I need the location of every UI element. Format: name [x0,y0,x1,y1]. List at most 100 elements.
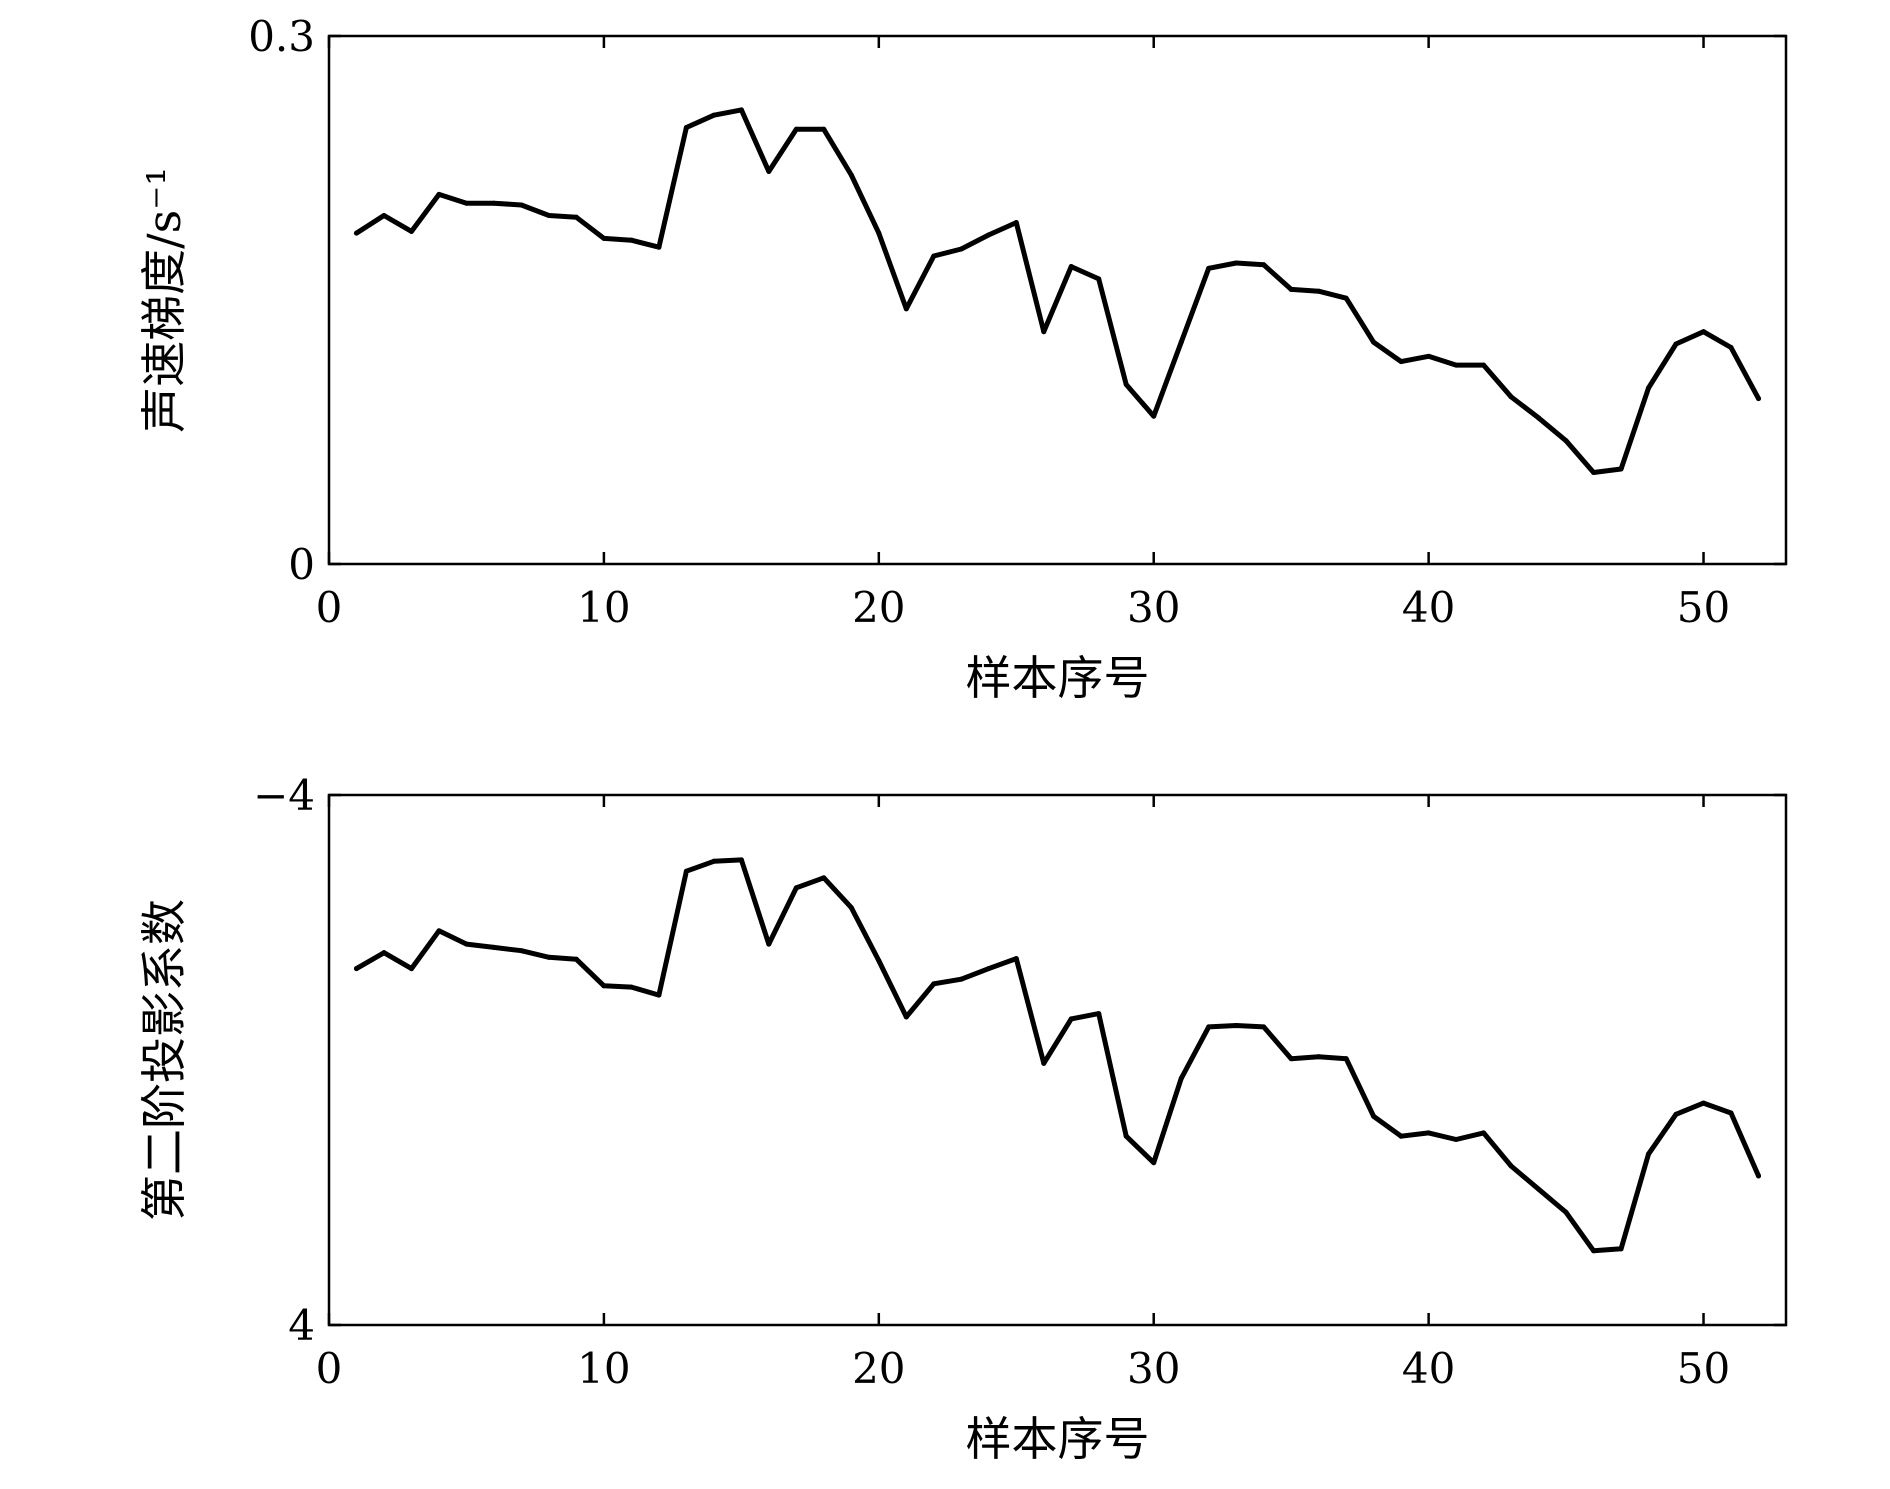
chart-1-data-point [1701,329,1707,335]
chart-2-data-point [546,954,552,960]
chart-1-data-point [1316,288,1322,294]
chart-1-data-point [601,235,607,241]
chart-1-data-point [1563,438,1569,444]
chart-2-data-point [1371,1113,1377,1119]
chart-1-data-point [848,172,854,178]
chart-1-data-point [1728,345,1734,351]
chart-1-series-line [354,107,1761,475]
chart-1-x-tick-label: 40 [1402,583,1455,632]
chart-2-data-point [793,885,799,891]
chart-1-data-point [1096,276,1102,282]
chart-2-data-point [1701,1100,1707,1106]
chart-2-y-tick-label: 4 [288,1301,315,1350]
chart-2-x-tick-label: 20 [852,1344,905,1393]
chart-2-x-tick-label: 10 [577,1344,630,1393]
chart-1-data-point [1178,339,1184,345]
chart-2-data-point [1013,956,1019,962]
chart-2-data-point [656,992,662,998]
chart-2-data-point [1151,1160,1157,1166]
chart-2-data-point [381,950,387,956]
chart-1-y-tick-label: 0 [288,540,315,589]
chart-panel-second-projection-coefficient: 0 10 20 30 40 50 −4 4 样本序号 第二阶投影系数 [137,771,1788,1466]
chart-1-data-point [1233,260,1239,266]
chart-2-data-point [491,944,497,950]
chart-2-x-axis-label: 样本序号 [966,1412,1150,1466]
chart-1-data-point [408,228,414,234]
chart-2-data-point [1591,1248,1597,1254]
chart-2-x-tick-label: 30 [1127,1344,1180,1393]
chart-2-data-point [1316,1054,1322,1060]
chart-2-data-point [1096,1011,1102,1017]
chart-2-y-axis-label: 第二阶投影系数 [137,899,191,1221]
chart-2-data-point [958,976,964,982]
chart-1-data-point [518,202,524,208]
chart-1-data-point [1536,415,1542,421]
chart-2-data-point [821,875,827,881]
chart-1-data-point [1756,396,1762,402]
chart-1-data-point [1481,362,1487,368]
chart-1-data-point [491,200,497,206]
chart-2-data-point [903,1014,909,1020]
chart-2-data-point [601,983,607,989]
chart-2-data-point [1233,1023,1239,1029]
chart-2-data-point [711,858,717,864]
chart-1-data-point [1371,339,1377,345]
chart-1-data-point [1013,220,1019,226]
chart-2-x-tick-label: 40 [1402,1344,1455,1393]
chart-1-data-point [1673,341,1679,347]
chart-2-data-point [1123,1133,1129,1139]
chart-2-data-point [1288,1056,1294,1062]
chart-2-data-point [1041,1060,1047,1066]
chart-2-data-point [1398,1133,1404,1139]
chart-1-data-point [546,213,552,219]
chart-2-data-point [1343,1056,1349,1062]
chart-1-data-point [1508,394,1514,400]
chart-1-data-point [986,232,992,238]
chart-1-data-point [1206,265,1212,271]
chart-1-data-point [436,191,442,197]
chart-1-y-tick-label: 0.3 [248,12,315,61]
chart-2-data-point [436,928,442,934]
chart-1-data-point [1343,295,1349,301]
chart-1-data-point [793,126,799,132]
chart-2-x-tick-label: 50 [1677,1344,1730,1393]
chart-1-data-point [711,112,717,118]
chart-1-data-point [1068,264,1074,270]
chart-2-data-point [986,966,992,972]
chart-2-data-point [1206,1024,1212,1030]
chart-2-data-point [573,956,579,962]
chart-2-data-point [1673,1111,1679,1117]
chart-2-series-line [354,857,1761,1254]
chart-2-data-point [683,868,689,874]
chart-1-x-tick-label: 0 [316,583,343,632]
chart-2-data-point [766,941,772,947]
chart-1-data-point [656,244,662,250]
chart-1-axes-frame [327,34,1788,566]
chart-1-data-point [573,214,579,220]
chart-2-data-point [848,905,854,911]
chart-2-data-point [1756,1173,1762,1179]
chart-1-y-axis-label: 声速梯度/s⁻¹ [137,167,191,433]
chart-1-data-point [1261,262,1267,268]
chart-2-data-point [463,941,469,947]
chart-2-data-point [628,984,634,990]
chart-1-x-axis-label: 样本序号 [966,651,1150,705]
chart-2-data-point [1068,1016,1074,1022]
chart-1-data-point [1453,362,1459,368]
chart-2-data-point [738,857,744,863]
chart-1-data-point [1646,385,1652,391]
chart-2-data-point [1261,1024,1267,1030]
chart-1-data-point [1288,286,1294,292]
chart-2-data-point [1618,1246,1624,1252]
chart-2-data-point [1481,1130,1487,1136]
chart-1-data-point [1426,353,1432,359]
chart-1-data-point [1041,329,1047,335]
chart-1-data-point [766,169,772,175]
chart-2-data-point [408,966,414,972]
chart-2-data-point [1453,1137,1459,1142]
chart-2-axes-frame [327,793,1788,1327]
chart-2-data-point [876,958,882,964]
chart-1-data-point [1151,413,1157,419]
chart-1-data-point [1398,359,1404,365]
